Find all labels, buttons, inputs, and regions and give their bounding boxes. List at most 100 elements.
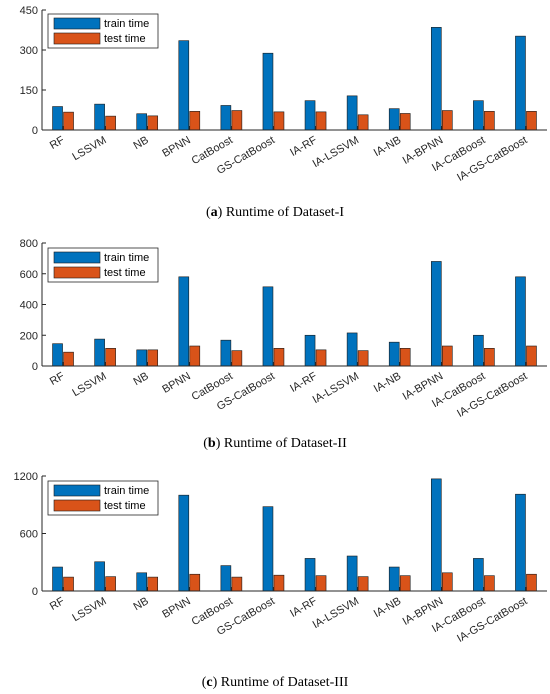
x-tick-label: NB bbox=[131, 134, 150, 152]
x-tick-label: NB bbox=[131, 370, 150, 388]
bar-train-ia-nb bbox=[388, 566, 400, 592]
bar-test-ia-lssvm bbox=[357, 350, 369, 367]
bar-train-ia-lssvm bbox=[346, 95, 358, 131]
x-tick-label: IA-RF bbox=[288, 595, 319, 620]
x-tick-label: IA-GS-CatBoost bbox=[455, 134, 529, 184]
bar-test-ia-catboost bbox=[484, 111, 495, 131]
legend: train time test time bbox=[47, 13, 159, 49]
bar-test-bpnn bbox=[189, 573, 201, 592]
bar-train-ia-bpnn bbox=[430, 478, 442, 592]
y-tick-label: 1200 bbox=[14, 471, 38, 483]
bar-train-bpnn bbox=[178, 40, 190, 131]
bar-test-ia-gs-catboost bbox=[526, 111, 537, 131]
bar-train-lssvm bbox=[94, 103, 105, 131]
y-tick-label: 450 bbox=[20, 5, 38, 17]
x-tick-label: IA-LSSVM bbox=[311, 595, 361, 631]
bar-test-rf bbox=[63, 351, 74, 367]
bar-train-ia-catboost bbox=[473, 558, 484, 592]
bar-train-ia-bpnn bbox=[430, 27, 442, 131]
x-tick-label: IA-GS-CatBoost bbox=[455, 595, 529, 645]
x-tick-label: LSSVM bbox=[70, 370, 108, 399]
bar-train-ia-rf bbox=[304, 100, 316, 131]
bar-train-gs-catboost bbox=[262, 52, 274, 131]
x-tick-label: LSSVM bbox=[70, 134, 108, 163]
x-tick-label: IA-RF bbox=[288, 134, 319, 159]
bar-train-ia-nb bbox=[388, 108, 400, 131]
bar-test-ia-bpnn bbox=[441, 345, 453, 367]
y-tick-label: 600 bbox=[20, 269, 38, 281]
bar-test-gs-catboost bbox=[273, 574, 285, 592]
bar-test-ia-lssvm bbox=[357, 114, 369, 131]
bar-test-nb bbox=[147, 576, 159, 592]
x-tick-label: NB bbox=[131, 595, 150, 613]
bar-test-ia-catboost bbox=[484, 575, 495, 592]
x-tick-label: BPNN bbox=[160, 595, 193, 621]
panel-caption: (c) Runtime of Dataset-III bbox=[202, 675, 349, 690]
bar-test-nb bbox=[147, 349, 159, 367]
x-tick-label: IA-LSSVM bbox=[311, 134, 361, 170]
y-tick-label: 800 bbox=[20, 238, 38, 250]
bar-train-bpnn bbox=[178, 494, 190, 592]
x-tick-label: IA-LSSVM bbox=[311, 370, 361, 406]
bar-train-rf bbox=[52, 566, 63, 592]
y-tick-label: 600 bbox=[20, 529, 38, 541]
bar-train-catboost bbox=[220, 105, 232, 131]
bar-test-ia-rf bbox=[315, 111, 327, 131]
bar-train-gs-catboost bbox=[262, 286, 274, 367]
legend-label-train: train time bbox=[104, 252, 149, 264]
x-tick-label: IA-NB bbox=[372, 370, 403, 395]
bar-test-lssvm bbox=[105, 348, 116, 367]
bar-train-rf bbox=[52, 106, 63, 131]
bar-test-ia-bpnn bbox=[441, 572, 453, 592]
bar-test-ia-nb bbox=[399, 575, 411, 592]
x-tick-label: BPNN bbox=[160, 370, 193, 396]
bar-test-bpnn bbox=[189, 111, 201, 131]
legend-swatch-train bbox=[53, 17, 101, 30]
bar-train-bpnn bbox=[178, 276, 190, 367]
bar-train-ia-bpnn bbox=[430, 261, 442, 367]
bar-test-ia-nb bbox=[399, 348, 411, 367]
legend-label-test: test time bbox=[104, 500, 146, 512]
bar-test-ia-gs-catboost bbox=[526, 573, 537, 592]
bar-train-ia-gs-catboost bbox=[515, 276, 526, 367]
bar-train-ia-nb bbox=[388, 341, 400, 367]
bar-train-rf bbox=[52, 343, 63, 367]
bar-train-ia-lssvm bbox=[346, 332, 358, 367]
bar-test-ia-nb bbox=[399, 113, 411, 131]
x-tick-label: RF bbox=[48, 595, 67, 613]
legend: train time test time bbox=[47, 480, 159, 516]
bar-test-ia-gs-catboost bbox=[526, 345, 537, 367]
legend-swatch-test bbox=[53, 499, 101, 512]
bar-train-ia-lssvm bbox=[346, 555, 358, 592]
bar-train-lssvm bbox=[94, 338, 105, 367]
y-tick-label: 0 bbox=[32, 125, 38, 137]
bar-test-ia-bpnn bbox=[441, 110, 453, 131]
bar-train-ia-gs-catboost bbox=[515, 35, 526, 131]
bar-test-lssvm bbox=[105, 115, 116, 131]
legend-swatch-test bbox=[53, 32, 101, 45]
bar-test-gs-catboost bbox=[273, 111, 285, 131]
x-tick-label: IA-RF bbox=[288, 370, 319, 395]
bar-test-gs-catboost bbox=[273, 348, 285, 367]
legend-label-test: test time bbox=[104, 267, 146, 279]
legend-swatch-train bbox=[53, 251, 101, 264]
bar-train-gs-catboost bbox=[262, 506, 274, 592]
bar-train-ia-rf bbox=[304, 558, 316, 592]
panel-caption: (a) Runtime of Dataset-I bbox=[206, 205, 344, 220]
y-tick-label: 150 bbox=[20, 85, 38, 97]
x-tick-label: RF bbox=[48, 370, 67, 388]
bar-train-lssvm bbox=[94, 561, 105, 592]
bar-test-catboost bbox=[231, 576, 243, 592]
bar-test-ia-rf bbox=[315, 349, 327, 367]
bar-train-ia-gs-catboost bbox=[515, 493, 526, 592]
bar-test-rf bbox=[63, 576, 74, 592]
bar-train-ia-rf bbox=[304, 334, 316, 367]
bar-test-bpnn bbox=[189, 345, 201, 367]
legend-label-test: test time bbox=[104, 33, 146, 45]
bar-train-catboost bbox=[220, 339, 232, 367]
bar-test-ia-rf bbox=[315, 575, 327, 592]
bar-train-nb bbox=[136, 572, 148, 592]
